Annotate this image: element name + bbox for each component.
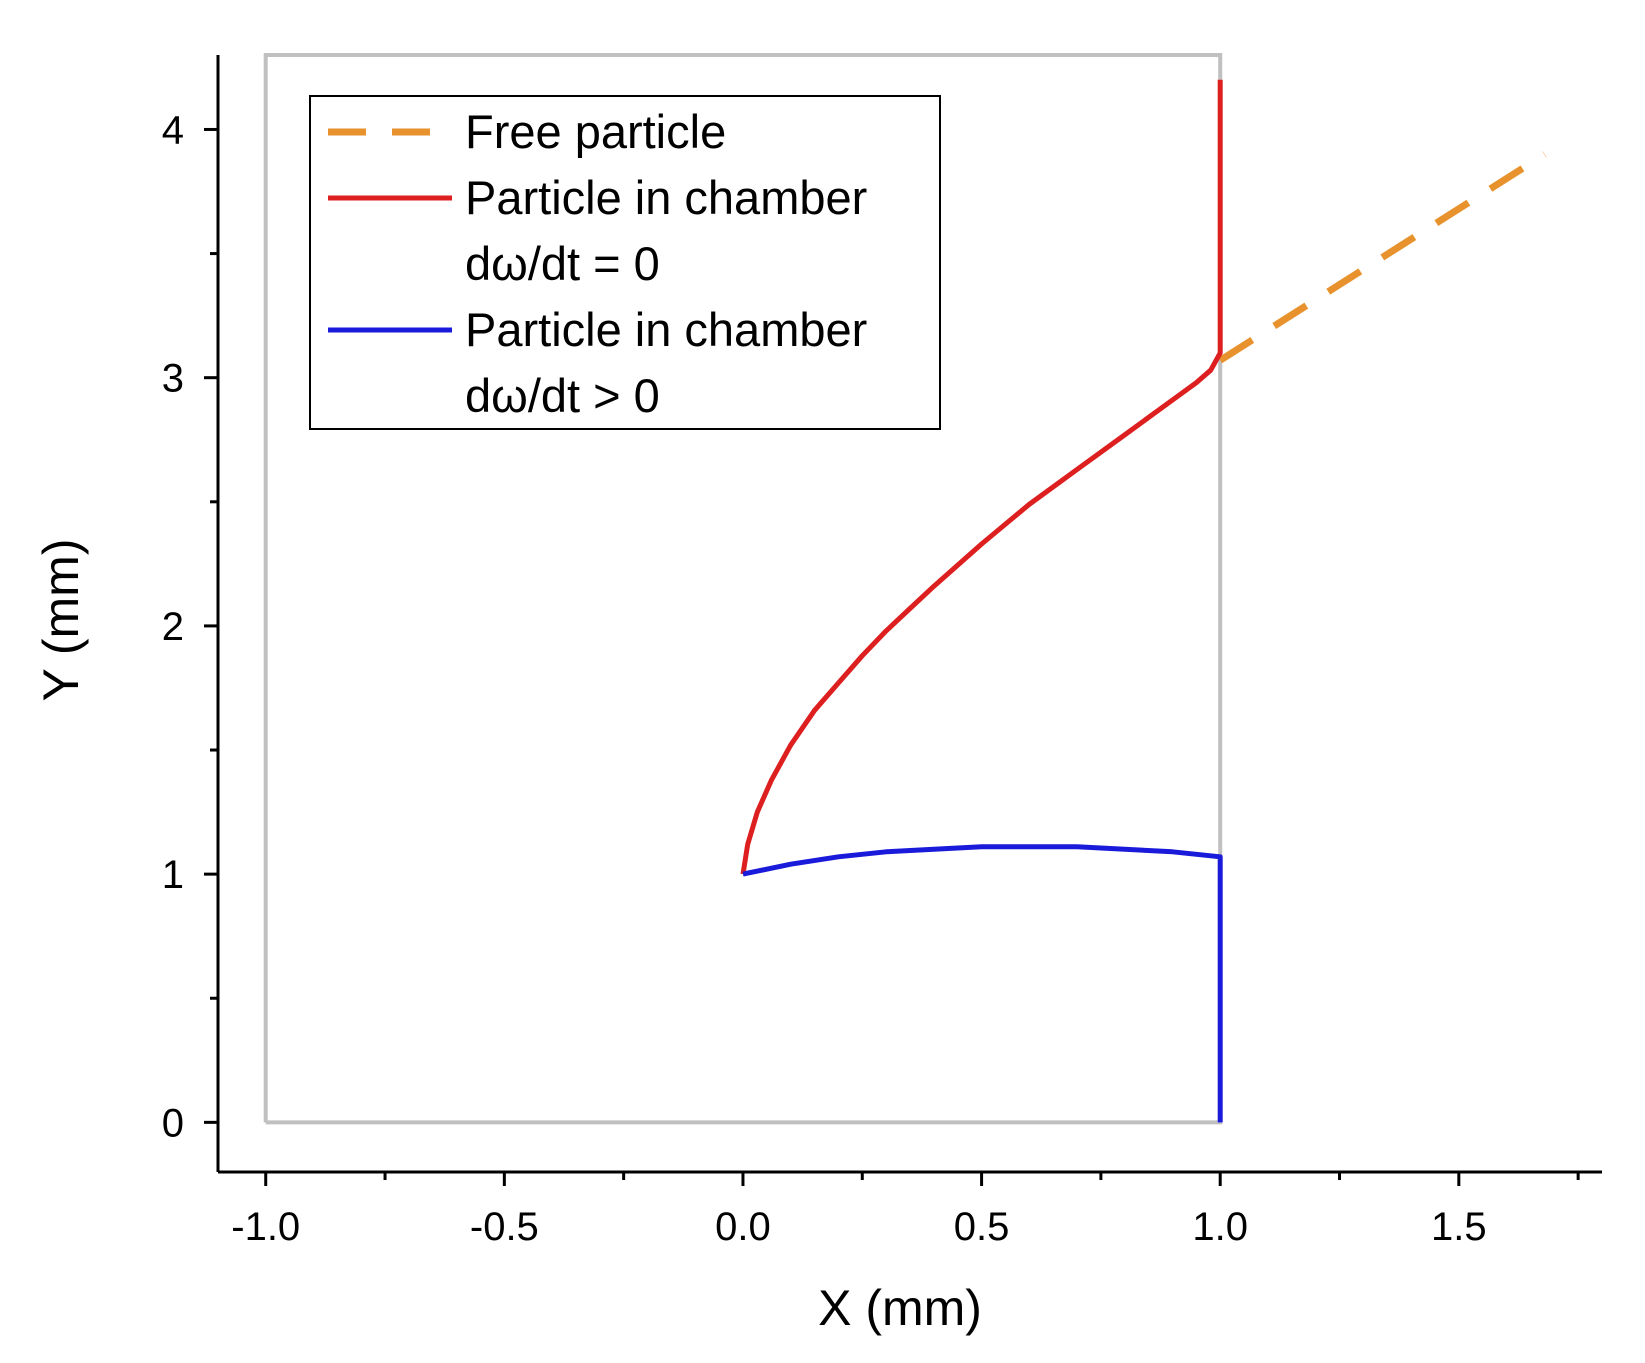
x-tick-label: 0.5 (954, 1205, 1010, 1249)
axes-layer: -1.0 -0.5 0.0 0.5 1.0 1.5 0 1 2 3 4 (162, 55, 1602, 1249)
series-line-2 (742, 844, 1223, 1123)
x-axis-title: X (mm) (818, 1280, 982, 1336)
chamber-layer (263, 53, 1223, 1125)
chamber-outline (263, 53, 1223, 1125)
x-tick-label: -1.0 (231, 1205, 300, 1249)
y-axis-title: Y (mm) (33, 539, 89, 702)
y-tick-label: 3 (162, 357, 184, 401)
legend-label-2: Particle in chamber (465, 303, 867, 356)
x-tick-label: 1.5 (1431, 1205, 1487, 1249)
legend-label-1: Particle in chamber (465, 171, 867, 224)
y-tick-label: 1 (162, 853, 184, 897)
x-tick-label: 1.0 (1192, 1205, 1248, 1249)
y-tick-label: 2 (162, 605, 184, 649)
series-line-1 (740, 79, 1223, 875)
y-tick-label: 0 (162, 1101, 184, 1145)
y-tick-label: 4 (162, 108, 184, 152)
series-line-0 (1218, 151, 1547, 364)
legend-label-1-line2: dω/dt = 0 (465, 237, 660, 290)
legend-label-0: Free particle (465, 105, 726, 158)
legend-label-2-line2: dω/dt > 0 (465, 369, 660, 422)
legend-box (309, 95, 941, 430)
x-tick-label: -0.5 (470, 1205, 539, 1249)
legend: Free particle Particle in chamber dω/dt = … (309, 95, 941, 430)
x-tick-label: 0.0 (715, 1205, 771, 1249)
series-layer (740, 79, 1547, 1123)
